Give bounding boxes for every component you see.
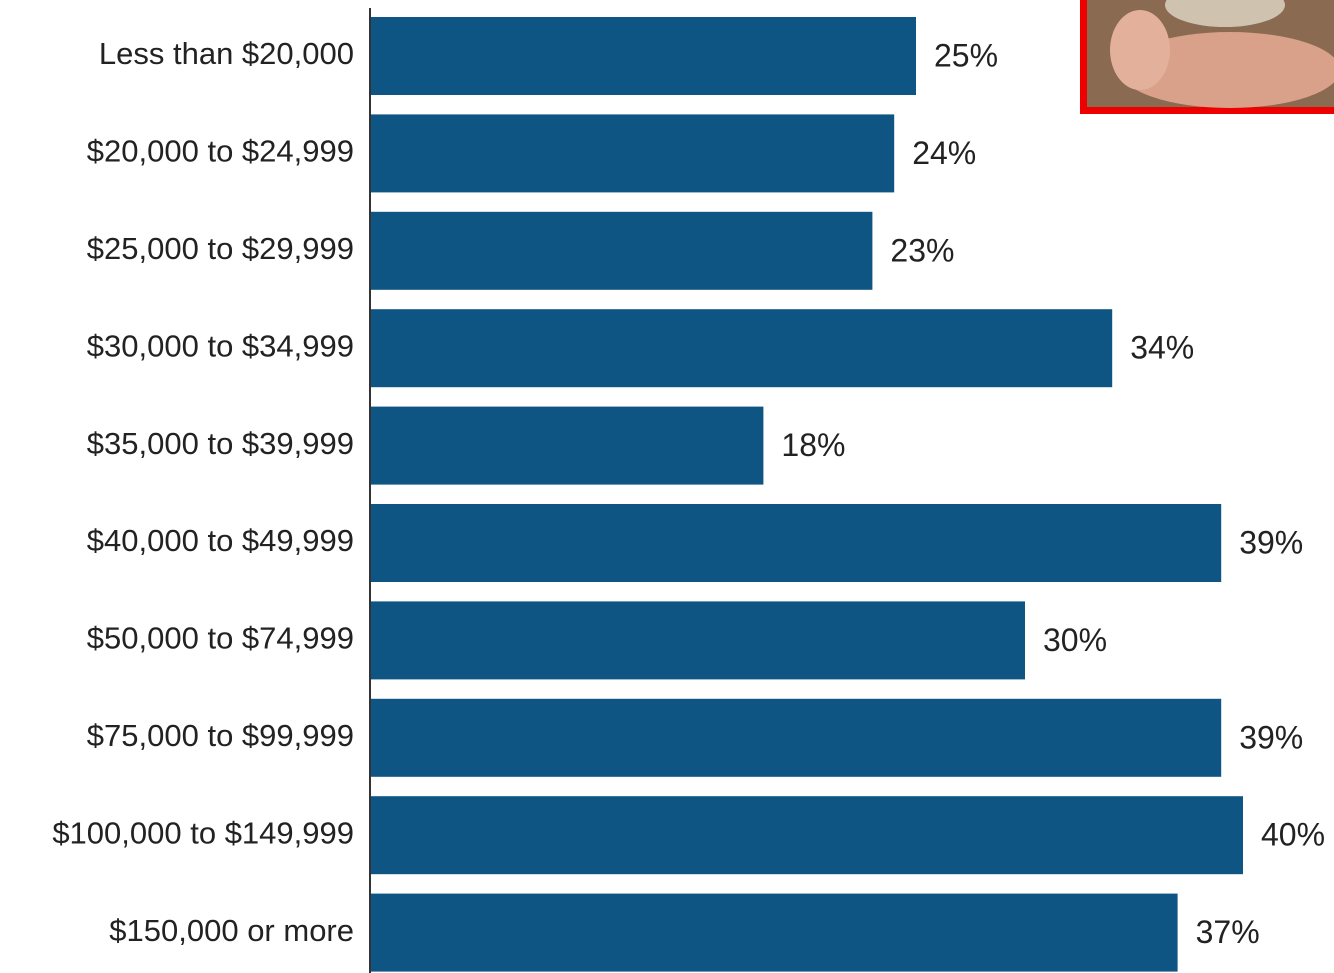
category-label: $40,000 to $49,999 [87, 523, 354, 558]
bar [371, 601, 1025, 680]
value-label: 37% [1196, 914, 1260, 950]
photo-fingers [1110, 10, 1170, 90]
value-label: 30% [1043, 622, 1107, 658]
bar [371, 796, 1243, 875]
bar [371, 114, 895, 193]
value-label: 40% [1261, 817, 1325, 853]
category-label: $150,000 or more [109, 913, 354, 948]
bar [371, 893, 1178, 972]
photo-hand [1120, 32, 1334, 108]
bar [371, 406, 764, 485]
photo-bird [1165, 0, 1285, 27]
bar [371, 504, 1222, 582]
value-label: 39% [1239, 524, 1303, 560]
photo [1080, 0, 1334, 114]
category-label: Less than $20,000 [99, 36, 354, 71]
value-label: 24% [912, 135, 976, 171]
category-label: $25,000 to $29,999 [87, 231, 354, 266]
category-label: $100,000 to $149,999 [52, 815, 354, 850]
value-label: 18% [781, 427, 845, 463]
value-label: 23% [890, 232, 954, 268]
category-label: $35,000 to $39,999 [87, 426, 354, 461]
value-label: 39% [1239, 719, 1303, 755]
bar [371, 211, 873, 290]
bar [371, 17, 916, 95]
category-label: $20,000 to $24,999 [87, 134, 354, 169]
bar [371, 309, 1113, 388]
bar [371, 698, 1222, 777]
category-label: $75,000 to $99,999 [87, 718, 354, 753]
category-label: $50,000 to $74,999 [87, 621, 354, 656]
category-label: $30,000 to $34,999 [87, 328, 354, 363]
value-label: 34% [1130, 330, 1194, 366]
value-label: 25% [934, 37, 998, 73]
